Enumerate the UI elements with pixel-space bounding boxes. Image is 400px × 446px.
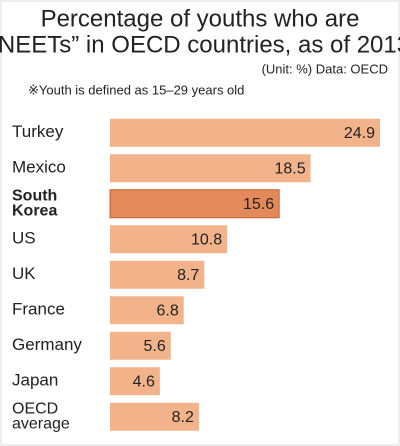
bar (110, 367, 160, 396)
chart-title: Percentage of youths who are (41, 5, 360, 32)
chart-subtitle: (Unit: %) Data: OECD (262, 61, 388, 76)
y-tick-label: Mexico (12, 158, 66, 177)
y-tick-label: US (12, 229, 36, 248)
bar (110, 331, 171, 360)
y-tick-label: France (12, 300, 65, 319)
bar (110, 225, 228, 254)
bar (110, 260, 205, 289)
y-tick-label: OECD average (12, 400, 70, 432)
chart-note: ※Youth is defined as 15–29 years old (28, 82, 244, 97)
bar (109, 189, 280, 219)
value-label: 24.9 (344, 125, 375, 142)
bar (110, 154, 311, 183)
chart-title: “NEETs” in OECD countries, as of 2013 (0, 31, 400, 58)
value-label: 5.6 (143, 338, 165, 355)
bar (110, 402, 199, 431)
bar (110, 118, 380, 147)
y-tick-label: UK (12, 264, 36, 283)
value-label: 18.5 (274, 160, 305, 177)
value-label: 8.7 (177, 267, 199, 284)
y-tick-label: Japan (12, 371, 58, 390)
value-label: 15.6 (243, 196, 274, 213)
value-label: 6.8 (156, 302, 178, 319)
value-label: 10.8 (191, 231, 222, 248)
y-tick-label: Turkey (12, 122, 64, 141)
bar (110, 296, 184, 325)
value-label: 4.6 (133, 373, 155, 390)
value-label: 8.2 (172, 409, 194, 426)
y-tick-label: South Korea (12, 187, 57, 219)
y-tick-label: Germany (12, 335, 82, 354)
